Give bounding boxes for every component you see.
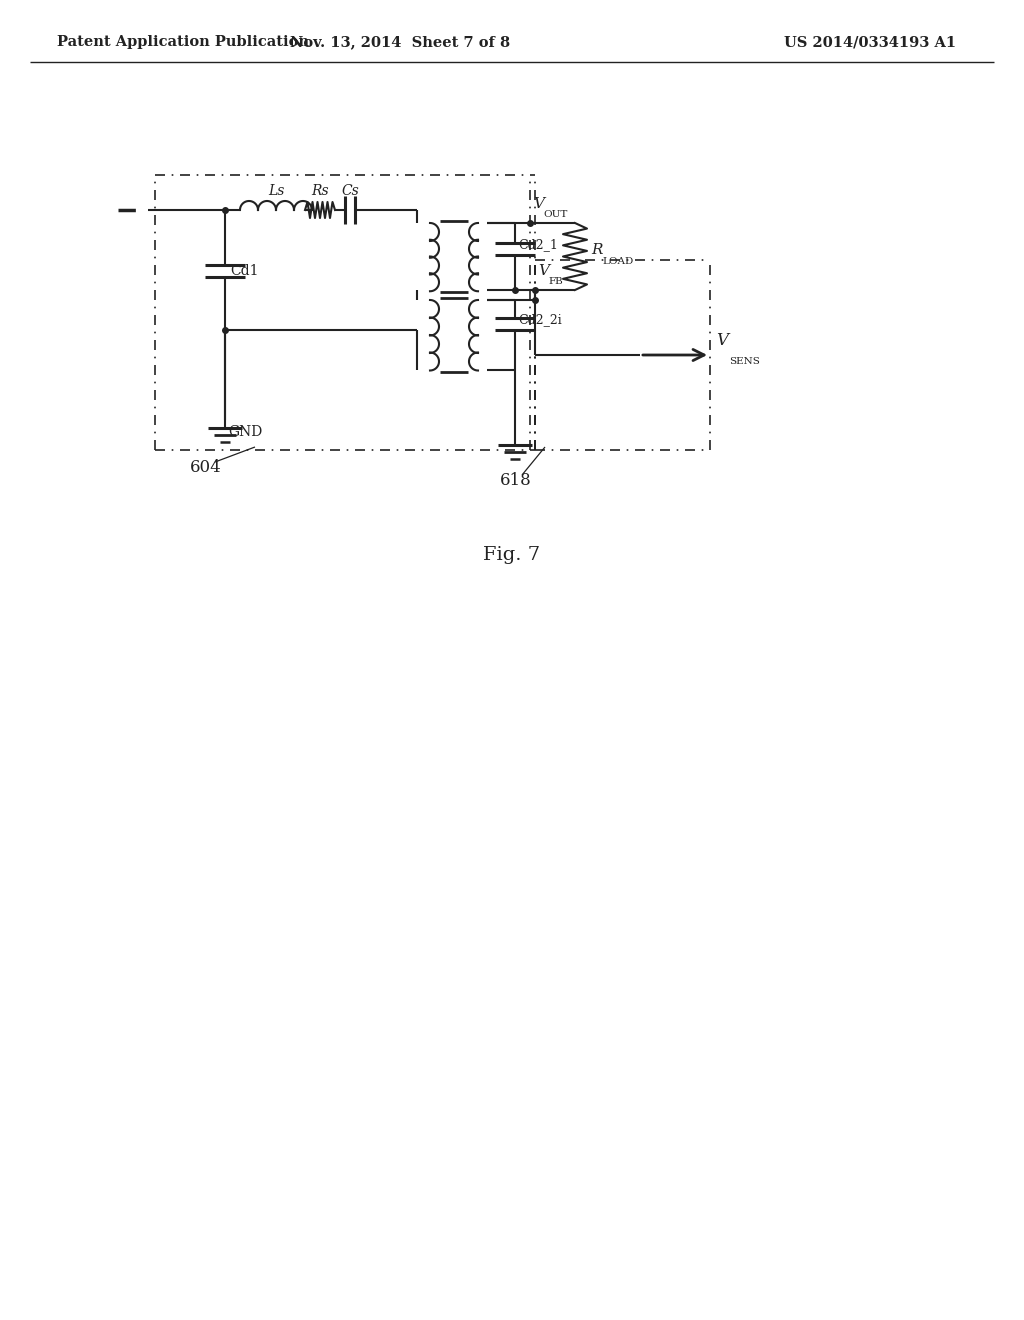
Text: V: V bbox=[716, 333, 728, 348]
Text: Nov. 13, 2014  Sheet 7 of 8: Nov. 13, 2014 Sheet 7 of 8 bbox=[290, 36, 510, 49]
Text: V: V bbox=[538, 264, 549, 279]
Text: Cd2_1: Cd2_1 bbox=[518, 239, 558, 252]
Text: Cs: Cs bbox=[341, 183, 358, 198]
Text: V: V bbox=[534, 197, 544, 211]
Text: US 2014/0334193 A1: US 2014/0334193 A1 bbox=[784, 36, 956, 49]
Text: 618: 618 bbox=[500, 473, 531, 488]
Text: Ls: Ls bbox=[268, 183, 285, 198]
Text: 604: 604 bbox=[190, 459, 222, 477]
Text: LOAD: LOAD bbox=[602, 257, 633, 267]
Text: Fig. 7: Fig. 7 bbox=[483, 546, 541, 564]
Text: Cd2_2i: Cd2_2i bbox=[518, 314, 562, 326]
Text: Rs: Rs bbox=[311, 183, 329, 198]
Text: OUT: OUT bbox=[543, 210, 567, 219]
Text: FB: FB bbox=[548, 277, 563, 286]
Text: GND: GND bbox=[228, 425, 262, 440]
Text: Cd1: Cd1 bbox=[230, 264, 258, 279]
Text: SENS: SENS bbox=[729, 356, 760, 366]
Text: R: R bbox=[591, 243, 602, 257]
Text: Patent Application Publication: Patent Application Publication bbox=[57, 36, 309, 49]
